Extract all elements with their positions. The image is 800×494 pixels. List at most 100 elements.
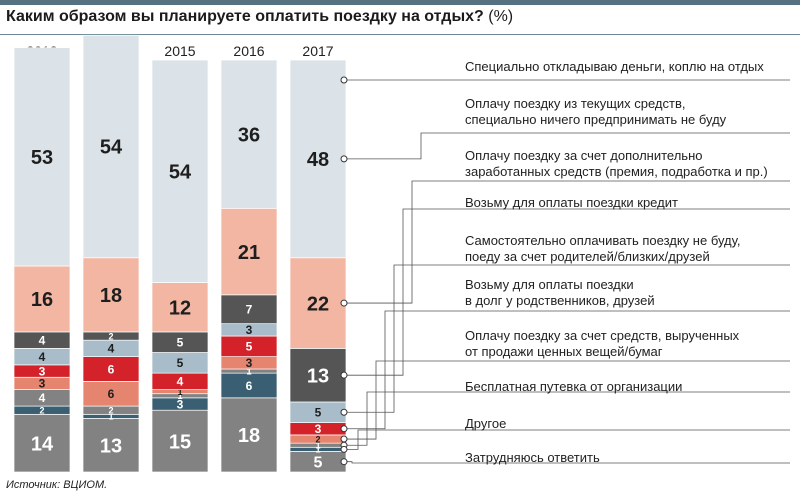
value-label-2015-6: 5 bbox=[177, 336, 184, 350]
leader-dot-4 bbox=[340, 408, 348, 416]
leader-dot-6 bbox=[340, 435, 348, 443]
legend-label-8-0: Другое bbox=[465, 416, 506, 431]
value-label-2016-4: 5 bbox=[246, 340, 253, 354]
chart-title-unit: (%) bbox=[488, 8, 514, 25]
value-label-2017-6: 13 bbox=[307, 365, 329, 387]
leader-line-9 bbox=[344, 461, 790, 464]
bar-segment-2016-6 bbox=[220, 294, 278, 325]
value-label-2017-2: 1 bbox=[315, 440, 320, 450]
bar-segment-2016-7 bbox=[220, 207, 278, 296]
bar-segment-2017-8 bbox=[289, 59, 347, 259]
legend-label-2-1: заработанных средств (премия, подработка… bbox=[465, 164, 768, 179]
bar-segment-2014-4 bbox=[82, 356, 140, 382]
year-label-2015: 2015 bbox=[164, 43, 195, 59]
leader-dot-5 bbox=[340, 425, 348, 433]
value-label-2016-8: 36 bbox=[238, 124, 260, 146]
leader-line-3 bbox=[344, 208, 790, 376]
year-label-2016: 2016 bbox=[233, 43, 264, 59]
value-label-2015-5: 5 bbox=[177, 356, 184, 370]
value-label-2013-6: 4 bbox=[39, 333, 46, 347]
value-label-2014-8: 54 bbox=[100, 137, 123, 159]
value-label-2016-6: 7 bbox=[246, 303, 253, 317]
title-rule bbox=[0, 34, 800, 35]
value-label-2017-4: 3 bbox=[315, 422, 322, 436]
value-label-2013-0: 14 bbox=[31, 433, 54, 455]
leader-dot-0 bbox=[340, 76, 348, 84]
legend-label-6-0: Оплачу поездку за счет средств, вырученн… bbox=[465, 328, 740, 343]
value-label-2017-8: 48 bbox=[307, 149, 329, 171]
value-label-2014-3: 6 bbox=[108, 387, 115, 401]
value-label-2014-5: 4 bbox=[108, 342, 115, 356]
legend-label-6-1: от продажи ценных вещей/бумаг bbox=[465, 344, 663, 359]
value-label-2015-3: 1 bbox=[177, 387, 182, 397]
legend-label-7-0: Бесплатная путевка от организации bbox=[465, 379, 682, 394]
value-label-2017-5: 5 bbox=[315, 406, 322, 420]
leader-line-8 bbox=[344, 429, 790, 450]
leader-dot-8 bbox=[340, 445, 348, 453]
bar-segment-2013-7 bbox=[13, 265, 71, 333]
value-label-2014-7: 18 bbox=[100, 285, 122, 307]
legend-label-2-0: Оплачу поездку за счет дополнительно bbox=[465, 148, 702, 163]
value-label-2014-2: 2 bbox=[108, 405, 113, 415]
legend-label-4-1: поеду за счет родителей/близких/друзей bbox=[465, 249, 710, 264]
bar-segment-2015-7 bbox=[151, 282, 209, 333]
legend-label-3-0: Возьму для оплаты поездки кредит bbox=[465, 195, 678, 210]
chart-title-text: Каким образом вы планируете оплатить пое… bbox=[6, 8, 484, 25]
bar-segment-2016-0 bbox=[220, 397, 278, 473]
value-label-2015-8: 54 bbox=[169, 161, 192, 183]
value-label-2015-1: 3 bbox=[177, 397, 184, 411]
value-label-2015-4: 4 bbox=[177, 375, 184, 389]
legend-label-4-0: Самостоятельно оплачивать поездку не буд… bbox=[465, 233, 740, 248]
value-label-2013-4: 3 bbox=[39, 364, 46, 378]
chart-title: Каким образом вы планируете оплатить пое… bbox=[6, 8, 513, 26]
leader-line-6 bbox=[344, 360, 790, 440]
value-label-2014-0: 13 bbox=[100, 435, 122, 457]
legend-label-1-1: специально ничего предпринимать не буду bbox=[465, 112, 727, 127]
leader-line-4 bbox=[344, 264, 790, 413]
value-label-2016-5: 3 bbox=[246, 323, 253, 337]
value-label-2013-3: 3 bbox=[39, 377, 46, 391]
value-label-2016-7: 21 bbox=[238, 242, 260, 264]
bar-segment-2017-7 bbox=[289, 257, 347, 349]
bar-segment-2013-8 bbox=[13, 47, 71, 267]
value-label-2015-2: 1 bbox=[177, 391, 182, 401]
legend-label-5-1: в долг у родственников, друзей bbox=[465, 293, 655, 308]
leader-line-5 bbox=[344, 310, 790, 430]
legend-label-0-0: Специально откладываю деньги, коплю на о… bbox=[465, 59, 764, 74]
value-label-2017-3: 2 bbox=[315, 434, 320, 444]
value-label-2013-2: 4 bbox=[39, 391, 46, 405]
value-label-2017-0: 5 bbox=[314, 454, 323, 471]
legend-label-5-0: Возьму для оплаты поездки bbox=[465, 277, 634, 292]
value-label-2015-0: 15 bbox=[169, 431, 191, 453]
top-rule bbox=[0, 0, 800, 5]
value-label-2013-8: 53 bbox=[31, 147, 53, 169]
bar-segment-2014-8 bbox=[82, 34, 140, 259]
value-label-2016-3: 3 bbox=[246, 356, 253, 370]
value-label-2013-1: 2 bbox=[39, 405, 44, 415]
source-note: Источник: ВЦИОМ. bbox=[6, 479, 108, 491]
value-label-2014-6: 2 bbox=[108, 331, 113, 341]
value-label-2017-1: 1 bbox=[315, 445, 320, 455]
value-label-2014-4: 6 bbox=[108, 362, 115, 376]
leader-dot-3 bbox=[340, 371, 348, 379]
leader-dot-9 bbox=[340, 458, 348, 466]
bar-segment-2014-7 bbox=[82, 257, 140, 333]
bar-segment-2014-3 bbox=[82, 381, 140, 407]
value-label-2013-7: 16 bbox=[31, 289, 53, 311]
value-label-2016-0: 18 bbox=[238, 425, 260, 447]
value-label-2013-5: 4 bbox=[39, 350, 46, 364]
value-label-2015-7: 12 bbox=[169, 297, 191, 319]
leader-dot-1 bbox=[340, 155, 348, 163]
leader-line-2 bbox=[344, 180, 790, 304]
bar-segment-2015-8 bbox=[151, 59, 209, 283]
legend-label-1-0: Оплачу поездку из текущих средств, bbox=[465, 96, 686, 111]
value-label-2017-7: 22 bbox=[307, 293, 329, 315]
value-label-2014-1: 1 bbox=[108, 412, 113, 422]
legend-label-9-0: Затрудняюсь ответить bbox=[465, 450, 600, 465]
bar-segment-2015-0 bbox=[151, 409, 209, 473]
value-label-2016-2: 1 bbox=[246, 366, 251, 376]
value-label-2016-1: 6 bbox=[246, 379, 253, 393]
leader-line-7 bbox=[344, 391, 790, 446]
year-label-2017: 2017 bbox=[302, 43, 333, 59]
